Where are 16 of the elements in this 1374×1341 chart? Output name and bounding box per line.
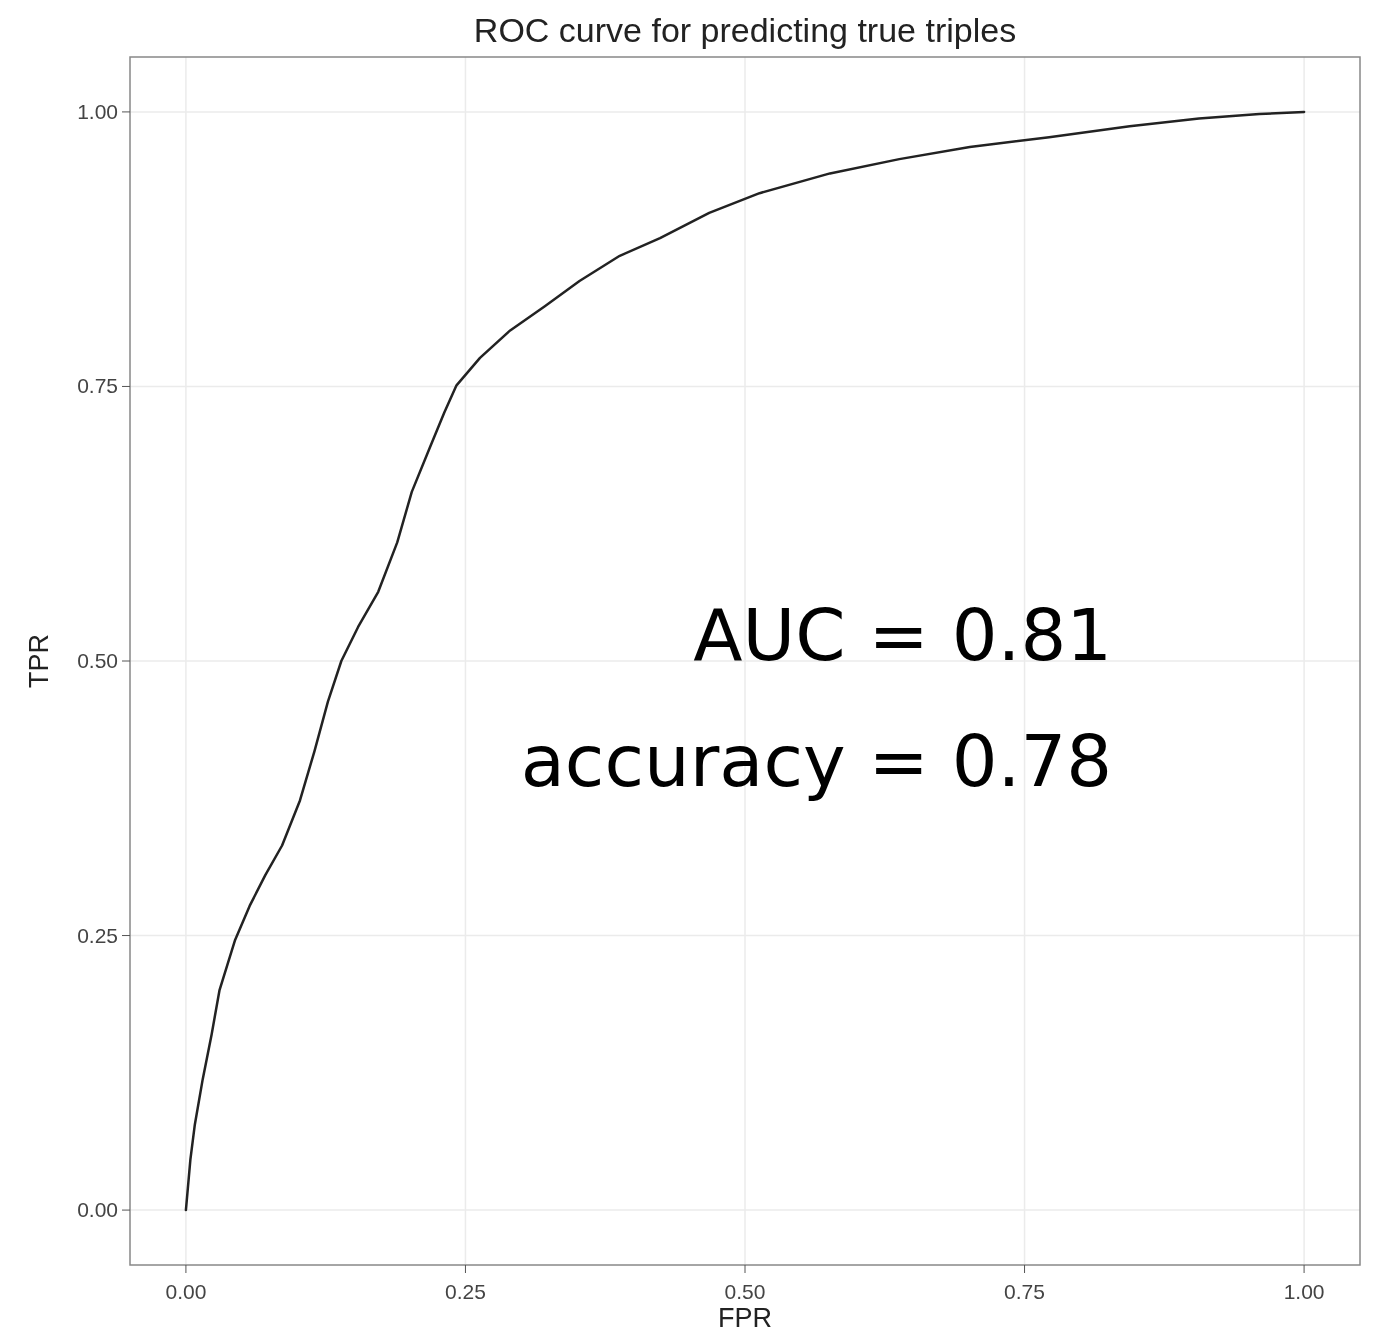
y-axis-title: TPR <box>24 634 54 688</box>
x-tick-label: 1.00 <box>1283 1280 1325 1303</box>
x-tick-label: 0.25 <box>445 1280 486 1303</box>
y-tick-label: 1.00 <box>77 99 118 123</box>
y-tick-label: 0.25 <box>77 923 118 947</box>
chart-title: ROC curve for predicting true triples <box>473 11 1017 49</box>
x-tick-label: 0.50 <box>724 1280 766 1303</box>
x-tick-label: 0.75 <box>1004 1280 1045 1303</box>
annotation: accuracy = 0.78 <box>520 719 1112 803</box>
line-series <box>184 110 1306 1212</box>
annotation: AUC = 0.81 <box>693 593 1112 677</box>
x-tick-label: 0.00 <box>165 1280 207 1303</box>
y-tick-label: 0.75 <box>77 374 118 398</box>
y-tick-label: 0.50 <box>77 649 118 672</box>
x-axis-title: FPR <box>718 1303 772 1333</box>
y-tick-label: 0.00 <box>77 1198 118 1222</box>
